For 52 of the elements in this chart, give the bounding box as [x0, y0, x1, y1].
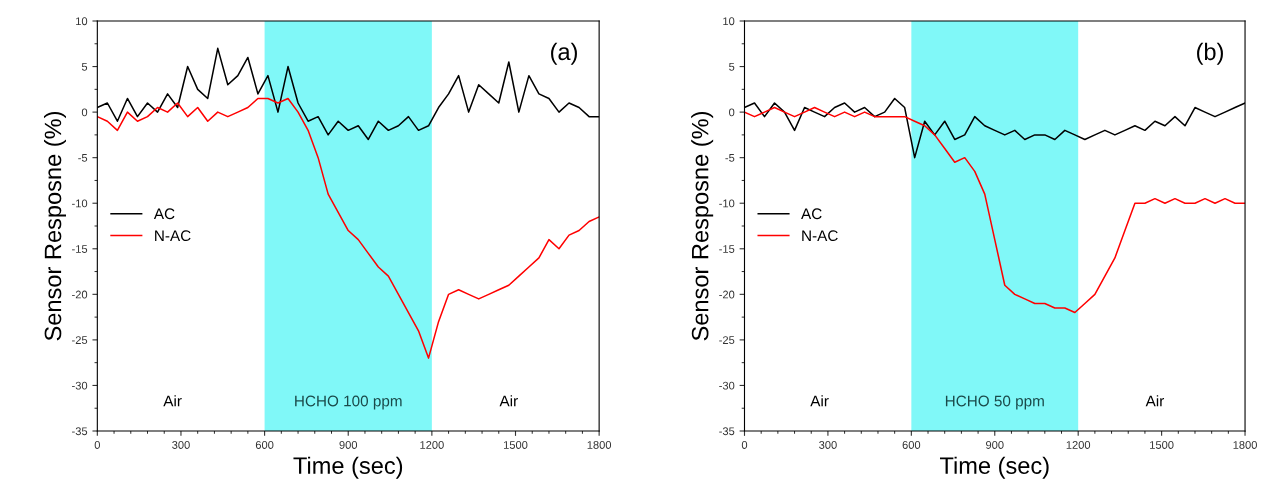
y-tick-label: -25 — [719, 336, 735, 345]
y-tick-label: -15 — [719, 245, 735, 253]
annotation: Air — [163, 395, 182, 407]
x-tick-label: 600 — [902, 441, 921, 449]
x-tick-label: 300 — [172, 441, 190, 449]
x-tick-label: 1500 — [503, 441, 528, 449]
y-tick-label: -35 — [72, 427, 88, 436]
x-tick-label: 0 — [741, 441, 748, 449]
y-tick-label: 5 — [81, 62, 88, 71]
legend-label: N-AC — [155, 230, 191, 242]
y-tick-label: -15 — [72, 245, 88, 253]
band-label: HCHO 50 ppm — [945, 395, 1044, 410]
text: (a) — [551, 42, 577, 65]
y-tick-label: 10 — [76, 17, 88, 26]
legend-label: AC — [801, 208, 822, 220]
x-tick-label: 1800 — [587, 441, 612, 449]
annotation: Air — [810, 395, 829, 407]
legend-label: N-AC — [802, 230, 838, 242]
x-axis-title: Time (sec) — [293, 456, 403, 479]
x-tick-label: 900 — [339, 441, 358, 449]
y-tick-label: -5 — [725, 154, 735, 162]
x-tick-label: 600 — [255, 441, 274, 449]
y-axis-title: Sensor Resposne (%) — [43, 111, 66, 341]
text: (b) — [1197, 42, 1223, 65]
x-tick-label: 300 — [819, 441, 837, 449]
line-series — [744, 106, 1246, 314]
band-label: HCHO 100 ppm — [295, 395, 402, 410]
y-tick-label: -35 — [719, 427, 735, 436]
legend-label: AC — [153, 208, 175, 220]
y-tick-label: -10 — [719, 199, 735, 208]
y-tick-label: -25 — [72, 336, 88, 345]
y-tick-label: 0 — [729, 108, 735, 117]
x-tick-label: 1200 — [1066, 441, 1091, 449]
x-axis-title: Time (sec) — [940, 456, 1049, 479]
y-tick-label: -30 — [719, 381, 735, 390]
y-tick-label: -20 — [719, 290, 735, 299]
annotation: Air — [499, 395, 518, 407]
y-tick-label: -20 — [72, 290, 88, 299]
line-series — [97, 97, 600, 359]
y-tick-label: -5 — [78, 154, 88, 162]
y-tick-label: -10 — [72, 199, 88, 208]
y-tick-label: -30 — [72, 381, 88, 390]
annotation: Air — [1145, 395, 1165, 407]
x-tick-label: 1500 — [1150, 441, 1174, 449]
y-tick-label: 0 — [81, 108, 88, 117]
y-tick-label: 5 — [729, 62, 735, 71]
x-tick-label: 1800 — [1233, 441, 1257, 449]
y-axis-title: Sensor Resposne (%) — [691, 111, 714, 341]
x-tick-label: 900 — [986, 441, 1004, 449]
x-tick-label: 1200 — [420, 441, 444, 449]
x-tick-label: 0 — [94, 441, 100, 449]
y-tick-label: 10 — [723, 17, 735, 26]
